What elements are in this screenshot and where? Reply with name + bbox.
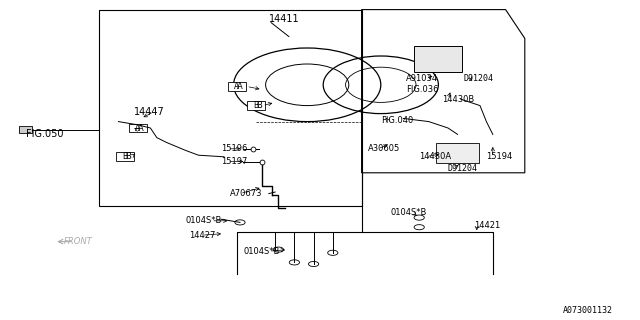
Text: B: B — [253, 101, 259, 110]
Text: FIG.050: FIG.050 — [26, 129, 63, 140]
Text: 0104S*B: 0104S*B — [390, 208, 427, 217]
Text: A: A — [135, 124, 140, 132]
Text: 14430A: 14430A — [419, 152, 451, 161]
Text: FIG.036: FIG.036 — [406, 85, 439, 94]
FancyBboxPatch shape — [228, 82, 246, 91]
Text: B: B — [122, 152, 127, 161]
Text: 15197: 15197 — [221, 157, 247, 166]
Text: 0104S*B: 0104S*B — [243, 247, 280, 256]
Text: FIG.040: FIG.040 — [381, 116, 413, 124]
Text: B: B — [125, 152, 131, 161]
Text: D91204: D91204 — [464, 74, 494, 83]
Text: A: A — [234, 82, 239, 91]
FancyBboxPatch shape — [247, 101, 265, 110]
Text: B: B — [256, 101, 262, 110]
Polygon shape — [19, 126, 32, 133]
Text: FRONT: FRONT — [64, 237, 93, 246]
Text: A: A — [237, 82, 243, 91]
Text: 14427: 14427 — [189, 231, 215, 240]
Text: 0104S*B: 0104S*B — [186, 216, 222, 225]
FancyBboxPatch shape — [415, 46, 463, 72]
FancyBboxPatch shape — [116, 152, 134, 161]
FancyBboxPatch shape — [436, 143, 479, 163]
FancyBboxPatch shape — [129, 124, 147, 132]
Text: A30605: A30605 — [368, 144, 400, 153]
Text: 14447: 14447 — [134, 107, 165, 117]
Text: A: A — [138, 124, 143, 132]
Text: 14430B: 14430B — [442, 95, 474, 104]
Text: D91204: D91204 — [448, 164, 478, 172]
Text: A073001132: A073001132 — [563, 306, 613, 315]
Text: 15196: 15196 — [221, 144, 247, 153]
Text: 15194: 15194 — [486, 152, 513, 161]
Text: A70673: A70673 — [230, 189, 263, 198]
Text: A91034: A91034 — [406, 74, 438, 83]
Text: 14411: 14411 — [269, 14, 300, 24]
Text: 14421: 14421 — [474, 221, 500, 230]
